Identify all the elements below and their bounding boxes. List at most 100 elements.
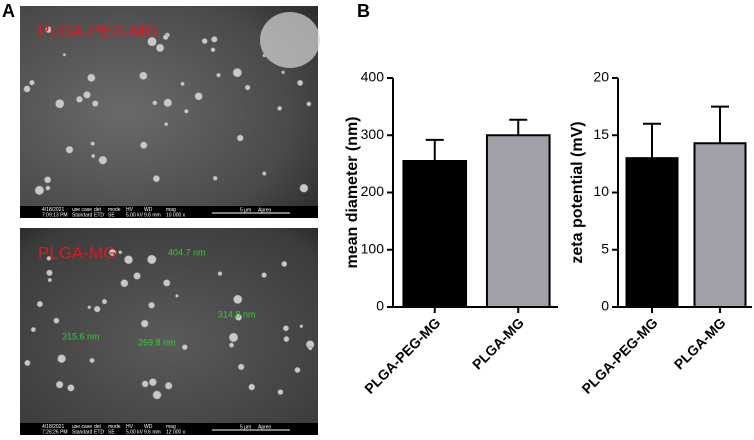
info-text: mode	[108, 424, 121, 430]
particle	[211, 36, 218, 43]
particle	[46, 256, 52, 261]
y-tick-label: 0	[601, 298, 609, 314]
particle	[148, 301, 155, 309]
info-text: HV	[126, 424, 134, 430]
measurement: 314.8 nm	[218, 309, 256, 319]
y-tick-label: 15	[593, 126, 609, 142]
particle	[162, 34, 169, 41]
particle	[232, 68, 242, 78]
particle	[46, 269, 53, 277]
particle	[93, 305, 101, 313]
info-text: 5.00 kV	[126, 212, 144, 218]
info-text: 4/18/2021	[42, 424, 64, 430]
info-text: 5 μm	[240, 207, 251, 213]
particle	[34, 185, 45, 196]
y-axis-label: mean diameter (nm)	[344, 116, 361, 268]
particle	[118, 250, 123, 255]
particle	[184, 108, 189, 114]
y-tick-label: 10	[593, 183, 609, 199]
info-text: ETD	[94, 429, 104, 435]
sem-image	[20, 228, 318, 435]
measurement: 269.8 nm	[138, 337, 176, 347]
y-tick-label: 300	[361, 126, 385, 142]
particle	[139, 71, 148, 80]
particle	[140, 141, 148, 149]
particle	[141, 380, 149, 388]
info-text: 9.6 mm	[144, 212, 161, 218]
particle	[45, 185, 51, 191]
x-tick-label: PLGA-MG	[671, 314, 729, 372]
y-tick-label: 400	[361, 69, 385, 85]
particle	[23, 85, 31, 93]
particle	[294, 367, 301, 373]
bar	[485, 134, 551, 308]
particle	[299, 324, 304, 329]
info-text: SE	[108, 212, 115, 218]
particle	[87, 305, 92, 310]
particle	[233, 294, 243, 304]
particle	[281, 70, 285, 75]
panel-label: B	[357, 1, 370, 21]
particle	[175, 294, 179, 298]
particle	[101, 298, 108, 305]
particle	[53, 317, 60, 324]
particle	[147, 36, 157, 47]
y-tick-label: 20	[593, 69, 609, 85]
info-bar	[20, 423, 318, 435]
particle	[89, 357, 95, 364]
particle	[277, 105, 283, 111]
particle	[262, 53, 267, 58]
measurement: 404.7 nm	[168, 247, 206, 257]
bar	[625, 157, 679, 308]
info-text: WD	[144, 424, 153, 430]
particle	[297, 79, 304, 86]
particle	[237, 363, 245, 371]
y-tick-label: 200	[361, 183, 385, 199]
info-text: ETD	[94, 212, 104, 218]
bar	[693, 142, 747, 308]
info-text: mag	[166, 424, 176, 430]
particle	[91, 153, 96, 159]
info-text: 12 000 x	[166, 429, 186, 435]
particle	[133, 272, 141, 280]
y-axis-label: zeta potential (mV)	[569, 121, 586, 263]
particle	[282, 325, 289, 332]
particle	[163, 279, 171, 287]
particle	[98, 155, 108, 165]
bright-region	[260, 12, 320, 68]
particle	[147, 254, 157, 265]
particle	[65, 145, 74, 154]
particle	[109, 248, 117, 257]
particle	[62, 53, 67, 57]
particle	[29, 79, 35, 86]
particle	[45, 26, 52, 34]
particle	[91, 100, 99, 107]
particle	[283, 336, 290, 343]
particle	[164, 122, 169, 127]
info-text: 7:26:26 PM	[42, 429, 68, 435]
particle	[308, 345, 313, 351]
info-text: mag	[166, 207, 176, 213]
info-text: 5.00 kV	[126, 429, 144, 435]
particle	[244, 84, 251, 91]
particle	[152, 100, 158, 106]
particle	[235, 313, 242, 321]
particle	[55, 380, 64, 389]
particle	[181, 344, 188, 351]
particle	[155, 43, 165, 53]
particle	[164, 381, 173, 390]
particle	[83, 91, 91, 99]
particles	[23, 26, 315, 400]
particle	[277, 389, 284, 395]
particle	[180, 81, 185, 87]
particle	[87, 73, 96, 82]
info-text: use case	[72, 207, 92, 213]
particle	[76, 95, 83, 103]
info-text: Standard	[72, 212, 93, 218]
particle	[148, 378, 157, 387]
particle	[57, 354, 66, 364]
info-text: mode	[108, 207, 121, 213]
particle	[44, 176, 52, 184]
image-title: PLGA-MG	[38, 243, 116, 262]
